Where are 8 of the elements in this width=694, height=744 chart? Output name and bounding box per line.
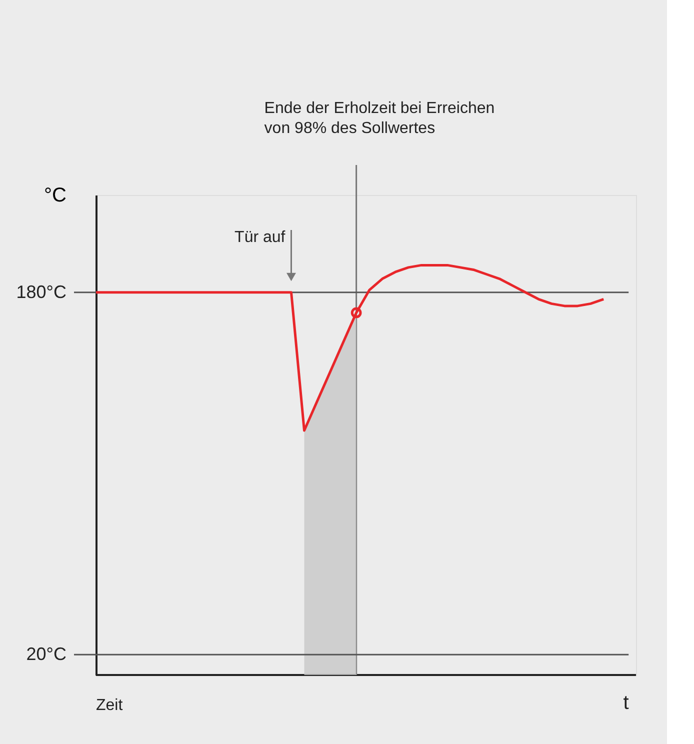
annotation: Tür auf [234, 229, 286, 246]
y-tick-label: 20°C [26, 644, 66, 664]
y-axis-title: °C [44, 184, 66, 206]
y-tick-label: 180°C [16, 282, 66, 302]
x-axis-title: t [623, 692, 630, 714]
line-series [94, 264, 605, 432]
text: Zeit [96, 697, 124, 714]
text: Ende der Erholzeit bei Erreichen von 98% des Sollwertes [264, 100, 495, 137]
